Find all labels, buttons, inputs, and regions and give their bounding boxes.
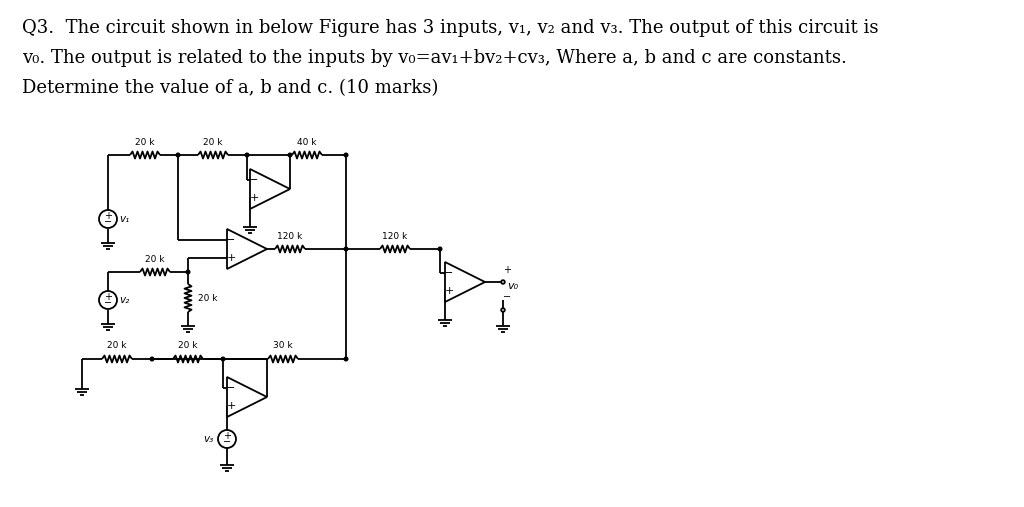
Text: +: + — [226, 401, 236, 411]
Text: +: + — [503, 265, 511, 275]
Text: 30 k: 30 k — [273, 342, 293, 350]
Circle shape — [344, 153, 348, 157]
Circle shape — [501, 280, 505, 284]
Text: +: + — [226, 253, 236, 263]
Text: 20 k: 20 k — [178, 342, 198, 350]
Text: +: + — [444, 286, 454, 296]
Circle shape — [438, 247, 441, 251]
Circle shape — [99, 291, 117, 309]
Text: 40 k: 40 k — [297, 137, 316, 147]
Circle shape — [99, 210, 117, 228]
Text: v₁: v₁ — [119, 214, 129, 224]
Circle shape — [288, 153, 292, 157]
Polygon shape — [227, 229, 267, 269]
Circle shape — [186, 270, 189, 274]
Circle shape — [344, 247, 348, 251]
Text: 20 k: 20 k — [108, 342, 127, 350]
Text: v₀: v₀ — [507, 281, 518, 291]
Polygon shape — [227, 377, 267, 417]
Text: +: + — [104, 211, 112, 221]
Text: 20 k: 20 k — [145, 255, 165, 264]
Circle shape — [245, 153, 249, 157]
Text: 20 k: 20 k — [135, 137, 155, 147]
Circle shape — [176, 153, 180, 157]
Text: 20 k: 20 k — [203, 137, 223, 147]
Polygon shape — [445, 262, 485, 302]
Text: 20 k: 20 k — [198, 294, 217, 303]
Text: −: − — [226, 383, 236, 393]
Polygon shape — [250, 169, 290, 209]
Text: −: − — [104, 217, 112, 227]
Text: −: − — [226, 235, 236, 245]
Text: −: − — [249, 175, 259, 185]
Text: Q3.  The circuit shown in below Figure has 3 inputs, v₁, v₂ and v₃. The output o: Q3. The circuit shown in below Figure ha… — [22, 19, 879, 37]
Text: v₀. The output is related to the inputs by v₀=av₁+bv₂+cv₃, Where a, b and c are : v₀. The output is related to the inputs … — [22, 49, 847, 67]
Text: 120 k: 120 k — [382, 232, 408, 240]
Circle shape — [344, 357, 348, 361]
Text: −: − — [104, 298, 112, 308]
Text: +: + — [104, 292, 112, 302]
Text: v₂: v₂ — [119, 295, 129, 305]
Text: +: + — [249, 193, 259, 203]
Text: −: − — [223, 437, 231, 447]
Text: Determine the value of a, b and c. (10 marks): Determine the value of a, b and c. (10 m… — [22, 79, 438, 97]
Text: v₃: v₃ — [204, 434, 214, 444]
Text: −: − — [503, 292, 511, 302]
Text: −: − — [444, 268, 454, 278]
Circle shape — [221, 357, 225, 361]
Text: 120 k: 120 k — [278, 232, 303, 240]
Text: +: + — [223, 431, 231, 441]
Circle shape — [151, 357, 154, 361]
Circle shape — [501, 308, 505, 312]
Circle shape — [218, 430, 236, 448]
